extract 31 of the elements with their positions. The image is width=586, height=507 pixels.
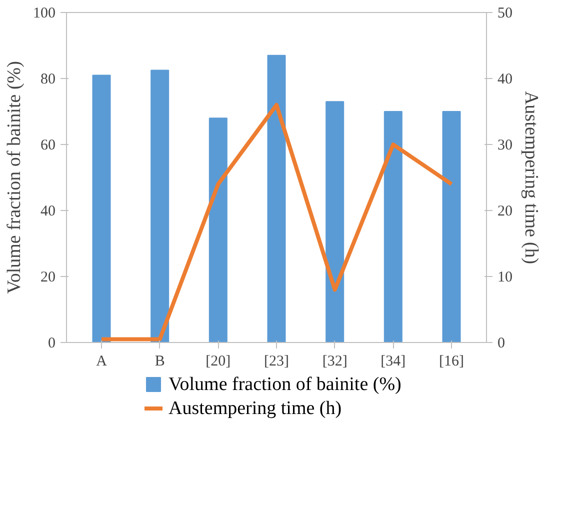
y2-axis-title: Austempering time (h) [520, 90, 542, 264]
y2-tick-label: 0 [498, 336, 505, 352]
bar [208, 118, 228, 342]
bar [326, 101, 344, 342]
x-tick-label: [34] [380, 354, 406, 370]
y2-tick-label: 20 [498, 204, 512, 220]
x-tick-label: [16] [439, 354, 464, 370]
y-tick-label: 0 [48, 336, 56, 352]
y2-tick-label: 30 [498, 138, 512, 154]
y-tick-label: 20 [40, 270, 56, 286]
line-series [100, 102, 454, 342]
bar [92, 74, 111, 342]
y2-tick-label: 50 [498, 6, 512, 22]
x-tick-label: [32] [322, 354, 348, 370]
y2-tick-label: 40 [498, 72, 512, 88]
x-tick-label: [23] [264, 354, 290, 370]
y-tick-label: 40 [40, 204, 56, 220]
x-tick-label: [20] [206, 354, 231, 370]
x-tick-label: B [154, 354, 165, 370]
bar [384, 111, 402, 342]
bar [442, 111, 461, 342]
y2-tick-label: 10 [498, 270, 512, 286]
y-axis-title: Volume fraction of bainite (%) [4, 61, 25, 294]
bar [150, 70, 170, 342]
y-tick-label: 80 [40, 72, 56, 88]
legend-label: Austempering time (h) [168, 398, 342, 419]
y-tick-label: 100 [33, 6, 56, 22]
legend-label: Volume fraction of bainite (%) [168, 374, 402, 395]
bar [267, 54, 286, 342]
x-tick-label: A [96, 354, 108, 370]
y-tick-label: 60 [40, 138, 56, 154]
